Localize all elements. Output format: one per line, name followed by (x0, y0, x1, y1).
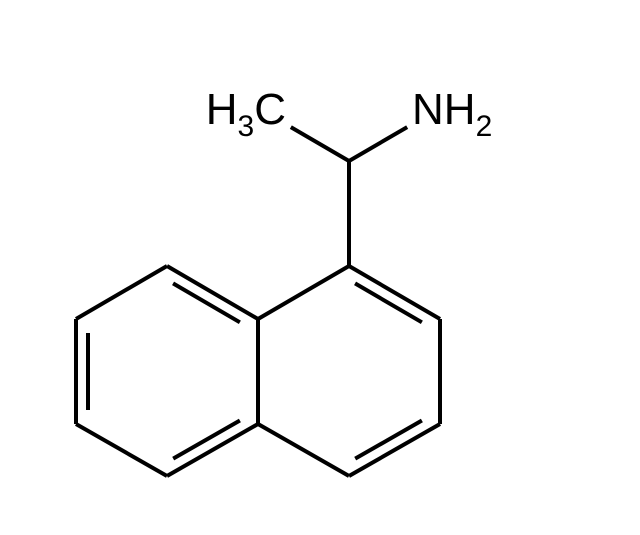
methyl-label: H3C (206, 85, 286, 143)
amine-label: NH2 (412, 85, 492, 143)
molecule-diagram: H3C NH2 (0, 0, 640, 535)
